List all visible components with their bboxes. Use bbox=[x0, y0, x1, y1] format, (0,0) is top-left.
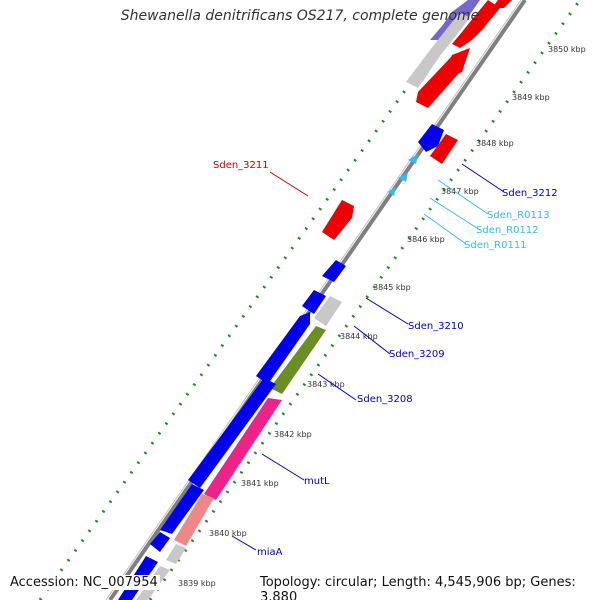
gene-feature-grey-top[interactable] bbox=[406, 12, 470, 88]
genome-summary-text: Topology: circular; Length: 4,545,906 bp… bbox=[258, 575, 600, 600]
leader-mutl bbox=[261, 453, 305, 481]
gene-feature-top-red-2[interactable] bbox=[492, 0, 512, 8]
tick-label-3845-kbp: 3845 kbp bbox=[373, 283, 411, 292]
leader-sden-3210 bbox=[365, 297, 409, 325]
tick-label-3848-kbp: 3848 kbp bbox=[476, 139, 514, 148]
tick-label-3850-kbp: 3850 kbp bbox=[548, 45, 586, 54]
gene-feature-red-upper-2[interactable] bbox=[440, 48, 470, 82]
gene-sden-3208[interactable] bbox=[256, 312, 310, 384]
gene-sden-3210[interactable] bbox=[322, 260, 346, 282]
gene-label-sden-3209[interactable]: Sden_3209 bbox=[389, 349, 445, 360]
gene-label-sden-3212[interactable]: Sden_3212 bbox=[502, 188, 558, 199]
gene-sden-r0111[interactable] bbox=[388, 186, 396, 196]
gene-label-sden-r0112[interactable]: Sden_R0112 bbox=[476, 225, 539, 236]
gene-sden-3209[interactable] bbox=[302, 290, 326, 314]
gc-content-track-inner bbox=[38, 0, 472, 600]
gene-sden-r0113[interactable] bbox=[408, 154, 418, 164]
gene-label-miaa[interactable]: miaA bbox=[257, 547, 283, 558]
tick-label-3843-kbp: 3843 kbp bbox=[307, 380, 345, 389]
tick-label-3849-kbp: 3849 kbp bbox=[512, 93, 550, 102]
tick-label-3844-kbp: 3844 kbp bbox=[340, 332, 378, 341]
tick-label-3839-kbp: 3839 kbp bbox=[178, 579, 216, 588]
gene-sden-3208-olive[interactable] bbox=[270, 326, 326, 394]
gene-miaa-salmon[interactable] bbox=[174, 494, 214, 546]
tick-label-3842-kbp: 3842 kbp bbox=[274, 430, 312, 439]
gene-label-sden-3208[interactable]: Sden_3208 bbox=[357, 394, 413, 405]
gene-sden-3211[interactable] bbox=[322, 200, 354, 240]
leader-sden-3212 bbox=[461, 163, 505, 193]
tick-label-3840-kbp: 3840 kbp bbox=[209, 529, 247, 538]
accession-text: Accession: NC_007954 bbox=[8, 575, 160, 590]
gene-label-sden-3211[interactable]: Sden_3211 bbox=[213, 160, 269, 171]
gene-mutl-magenta[interactable] bbox=[204, 398, 282, 500]
tick-label-3841-kbp: 3841 kbp bbox=[241, 479, 279, 488]
gc-content-track-outer bbox=[148, 0, 582, 600]
leader-sden-r0113 bbox=[437, 179, 489, 215]
leader-sden-3209 bbox=[353, 325, 391, 355]
gene-sden-3212[interactable] bbox=[430, 134, 458, 164]
gene-sden-3209-grey[interactable] bbox=[314, 296, 342, 326]
leader-sden-3208 bbox=[317, 373, 357, 401]
gene-label-sden-r0111[interactable]: Sden_R0111 bbox=[464, 240, 527, 251]
tick-label-3846-kbp: 3846 kbp bbox=[407, 235, 445, 244]
gene-miaa-2[interactable] bbox=[150, 532, 170, 552]
gene-sden-r0112[interactable] bbox=[398, 172, 408, 182]
tick-label-3847-kbp: 3847 kbp bbox=[441, 187, 479, 196]
leader-sden-3211 bbox=[269, 171, 309, 197]
gene-label-mutl[interactable]: mutL bbox=[304, 476, 330, 487]
gene-grey-bottom[interactable] bbox=[166, 544, 186, 564]
gene-label-sden-r0113[interactable]: Sden_R0113 bbox=[487, 210, 550, 221]
gene-mutl[interactable] bbox=[188, 378, 276, 488]
gene-sden-3212-blue[interactable] bbox=[418, 124, 444, 152]
genome-title: Shewanella denitrificans OS217, complete… bbox=[120, 8, 480, 24]
gene-miaa[interactable] bbox=[160, 484, 204, 534]
gene-label-sden-3210[interactable]: Sden_3210 bbox=[408, 321, 464, 332]
leader-miaa bbox=[231, 535, 257, 551]
gene-feature-top-red[interactable] bbox=[452, 0, 500, 48]
leader-sden-r0112 bbox=[429, 197, 481, 231]
leader-sden-r0111 bbox=[423, 213, 467, 245]
